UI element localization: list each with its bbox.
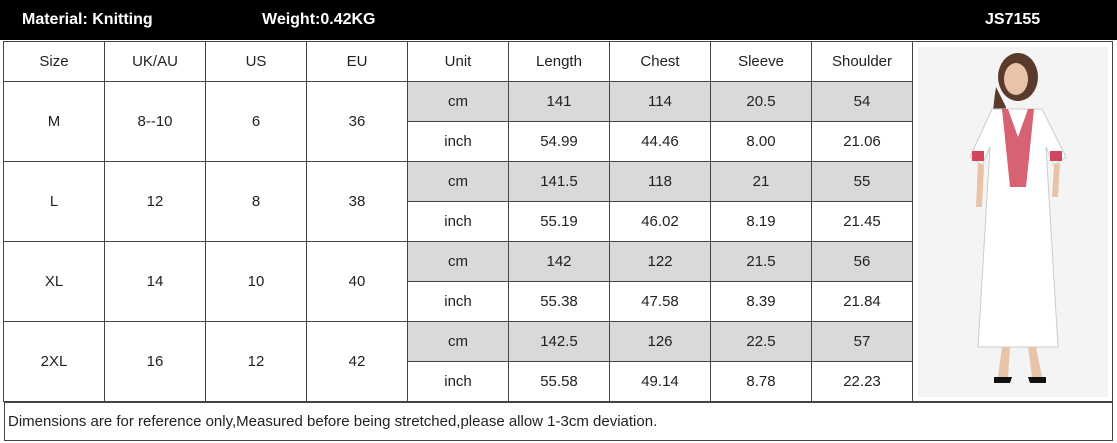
column-header: Chest: [609, 41, 711, 82]
chest-cell: 49.14: [609, 361, 711, 402]
sleeve-cell: 22.5: [710, 321, 812, 362]
footnote: Dimensions are for reference only,Measur…: [4, 402, 1113, 441]
product-photo-frame: [912, 41, 1113, 402]
length-cell: 54.99: [508, 121, 610, 162]
eu-cell: 40: [306, 241, 408, 322]
column-header: Sleeve: [710, 41, 812, 82]
chest-cell: 114: [609, 81, 711, 122]
size-cell: 2XL: [3, 321, 105, 402]
column-header: Unit: [407, 41, 509, 82]
column-header: UK/AU: [104, 41, 206, 82]
chest-cell: 47.58: [609, 281, 711, 322]
product-code: JS7155: [985, 11, 1041, 28]
material: Material: Knitting: [22, 11, 153, 28]
unit-cell: cm: [407, 81, 509, 122]
chest-cell: 122: [609, 241, 711, 282]
length-cell: 142.5: [508, 321, 610, 362]
chest-cell: 44.46: [609, 121, 711, 162]
chest-cell: 118: [609, 161, 711, 202]
shoulder-cell: 56: [811, 241, 913, 282]
shoulder-cell: 22.23: [811, 361, 913, 402]
sleeve-cell: 8.19: [710, 201, 812, 242]
length-cell: 55.58: [508, 361, 610, 402]
unit-cell: inch: [407, 281, 509, 322]
chest-cell: 126: [609, 321, 711, 362]
size-cell: L: [3, 161, 105, 242]
eu-cell: 42: [306, 321, 408, 402]
shoulder-cell: 55: [811, 161, 913, 202]
unit-cell: cm: [407, 241, 509, 282]
column-header: Size: [3, 41, 105, 82]
sleeve-cell: 8.39: [710, 281, 812, 322]
length-cell: 55.38: [508, 281, 610, 322]
shoulder-cell: 21.45: [811, 201, 913, 242]
column-header: Length: [508, 41, 610, 82]
chest-cell: 46.02: [609, 201, 711, 242]
uk-au-cell: 14: [104, 241, 206, 322]
size-cell: XL: [3, 241, 105, 322]
uk-au-cell: 8--10: [104, 81, 206, 162]
shoulder-cell: 21.06: [811, 121, 913, 162]
column-header: US: [205, 41, 307, 82]
unit-cell: cm: [407, 161, 509, 202]
shoulder-cell: 21.84: [811, 281, 913, 322]
size-cell: M: [3, 81, 105, 162]
length-cell: 142: [508, 241, 610, 282]
unit-cell: inch: [407, 201, 509, 242]
column-header: EU: [306, 41, 408, 82]
length-cell: 141.5: [508, 161, 610, 202]
product-photo: [917, 46, 1108, 397]
sleeve-cell: 21.5: [710, 241, 812, 282]
unit-cell: inch: [407, 121, 509, 162]
weight: Weight:0.42KG: [262, 11, 376, 28]
uk-au-cell: 12: [104, 161, 206, 242]
eu-cell: 38: [306, 161, 408, 242]
us-cell: 6: [205, 81, 307, 162]
length-cell: 141: [508, 81, 610, 122]
shoulder-cell: 54: [811, 81, 913, 122]
sleeve-cell: 8.00: [710, 121, 812, 162]
sleeve-cell: 21: [710, 161, 812, 202]
sleeve-cell: 8.78: [710, 361, 812, 402]
sleeve-cell: 20.5: [710, 81, 812, 122]
header-bar: Material: Knitting Weight:0.42KG JS7155: [0, 0, 1117, 40]
unit-cell: inch: [407, 361, 509, 402]
eu-cell: 36: [306, 81, 408, 162]
unit-cell: cm: [407, 321, 509, 362]
us-cell: 10: [205, 241, 307, 322]
us-cell: 12: [205, 321, 307, 402]
length-cell: 55.19: [508, 201, 610, 242]
shoulder-cell: 57: [811, 321, 913, 362]
column-header: Shoulder: [811, 41, 913, 82]
us-cell: 8: [205, 161, 307, 242]
uk-au-cell: 16: [104, 321, 206, 402]
